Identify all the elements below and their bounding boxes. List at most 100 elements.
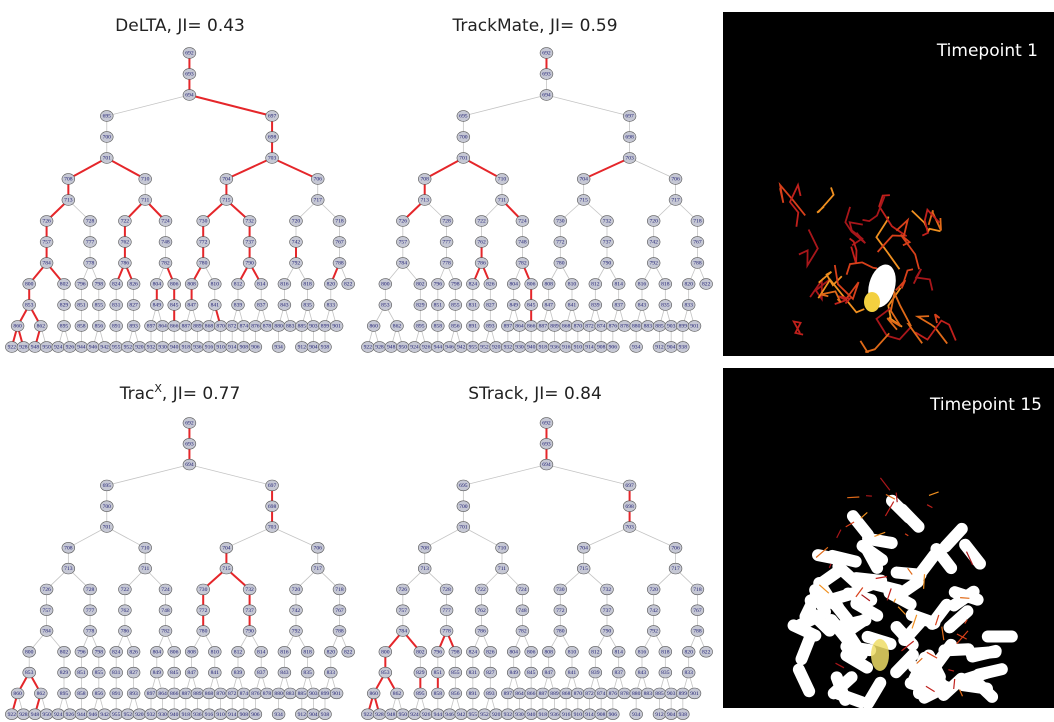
node-label: 860 <box>369 324 378 330</box>
node-label: 762 <box>477 608 486 614</box>
node-label: 748 <box>518 240 527 246</box>
edge <box>463 158 502 179</box>
node-label: 841 <box>211 303 220 309</box>
node-label: 908 <box>597 712 606 718</box>
node-label: 932 <box>504 712 513 718</box>
node-label: 845 <box>527 670 536 676</box>
lineage-tree: 6926936946957007017087137267577848008538… <box>5 418 354 720</box>
node-label: 693 <box>542 72 551 78</box>
node-label: 700 <box>459 504 468 510</box>
node-label: 703 <box>268 525 277 531</box>
edge <box>272 527 318 548</box>
node-label: 722 <box>477 587 486 593</box>
node-label: 837 <box>257 670 266 676</box>
node-label: 940 <box>170 345 179 351</box>
node-label: 878 <box>620 691 629 697</box>
node-label: 796 <box>77 282 86 288</box>
node-label: 955 <box>112 712 121 718</box>
figure: Timepoint 1 Timepoint 15 DeLTA, JI= 0.43… <box>0 0 1054 722</box>
node-label: 767 <box>693 608 702 614</box>
lineage-tree: 6926936946957007017087137267577848008538… <box>361 48 712 353</box>
node-label: 924 <box>54 345 63 351</box>
node-label: 948 <box>387 712 396 718</box>
node-label: 693 <box>185 441 194 447</box>
node-label: 767 <box>335 608 344 614</box>
node-label: 812 <box>591 282 600 288</box>
node-label: 706 <box>314 545 323 551</box>
node-label: 802 <box>416 649 425 655</box>
node-label: 722 <box>121 587 130 593</box>
node-label: 920 <box>135 712 144 718</box>
node-label: 718 <box>335 587 344 593</box>
node-label: 893 <box>129 691 138 697</box>
node-label: 701 <box>459 156 468 162</box>
node-label: 826 <box>129 649 138 655</box>
node-label: 808 <box>187 649 196 655</box>
node-label: 784 <box>42 261 51 267</box>
node-label: 930 <box>158 345 167 351</box>
node-label: 717 <box>671 198 680 204</box>
node-label: 693 <box>185 72 194 78</box>
node-label: 858 <box>77 691 86 697</box>
node-label: 839 <box>591 670 600 676</box>
node-label: 936 <box>193 712 202 718</box>
node-label: 835 <box>303 670 312 676</box>
node-label: 934 <box>632 712 641 718</box>
node-label: 711 <box>141 198 149 204</box>
track-line <box>960 598 969 599</box>
node-label: 717 <box>671 566 680 572</box>
node-label: 726 <box>42 587 51 593</box>
node-label: 883 <box>644 691 653 697</box>
node-label: 710 <box>498 545 507 551</box>
node-label: 798 <box>95 282 104 288</box>
node-label: 728 <box>442 219 451 225</box>
node-label: 792 <box>649 261 658 267</box>
node-label: 826 <box>129 282 138 288</box>
edge <box>425 527 464 548</box>
node-label: 700 <box>103 135 112 141</box>
node-label: 904 <box>667 712 676 718</box>
title-text: STrack, JI= 0.84 <box>468 384 602 404</box>
node-label: 908 <box>240 345 249 351</box>
node-label: 814 <box>257 282 266 288</box>
node-label: 866 <box>527 691 536 697</box>
node-label: 717 <box>314 566 323 572</box>
node-label: 955 <box>112 345 121 351</box>
node-label: 730 <box>199 587 208 593</box>
node-label: 804 <box>153 282 162 288</box>
node-label: 827 <box>486 303 495 309</box>
node-label: 920 <box>492 345 501 351</box>
node-label: 862 <box>393 691 402 697</box>
node-label: 855 <box>451 670 460 676</box>
node-label: 928 <box>19 712 28 718</box>
node-label: 910 <box>216 712 225 718</box>
node-label: 808 <box>544 282 553 288</box>
node-label: 788 <box>335 261 344 267</box>
panel-title: TracX, JI= 0.77 <box>119 382 241 404</box>
node-label: 942 <box>457 712 466 718</box>
node-label: 918 <box>182 345 191 351</box>
node-label: 845 <box>170 670 179 676</box>
node-label: 804 <box>509 649 518 655</box>
node-label: 715 <box>579 566 588 572</box>
panel-title: TrackMate, JI= 0.59 <box>451 16 617 36</box>
node-label: 831 <box>112 670 121 676</box>
node-label: 808 <box>187 282 196 288</box>
lineage-tree: 6926936946957007017087137267577848008538… <box>361 418 712 720</box>
node-label: 847 <box>187 670 196 676</box>
cell <box>982 630 1018 642</box>
node-label: 806 <box>527 649 536 655</box>
node-label: 810 <box>211 649 220 655</box>
node-label: 772 <box>199 608 208 614</box>
node-label: 916 <box>562 712 571 718</box>
node-label: 695 <box>459 483 468 489</box>
node-label: 698 <box>268 135 277 141</box>
node-label: 693 <box>542 441 551 447</box>
node-label: 829 <box>60 670 69 676</box>
node-label: 864 <box>515 324 524 330</box>
node-label: 835 <box>303 303 312 309</box>
node-label: 796 <box>434 649 443 655</box>
node-label: 701 <box>103 525 112 531</box>
node-label: 883 <box>286 691 295 697</box>
node-label: 885 <box>298 691 307 697</box>
